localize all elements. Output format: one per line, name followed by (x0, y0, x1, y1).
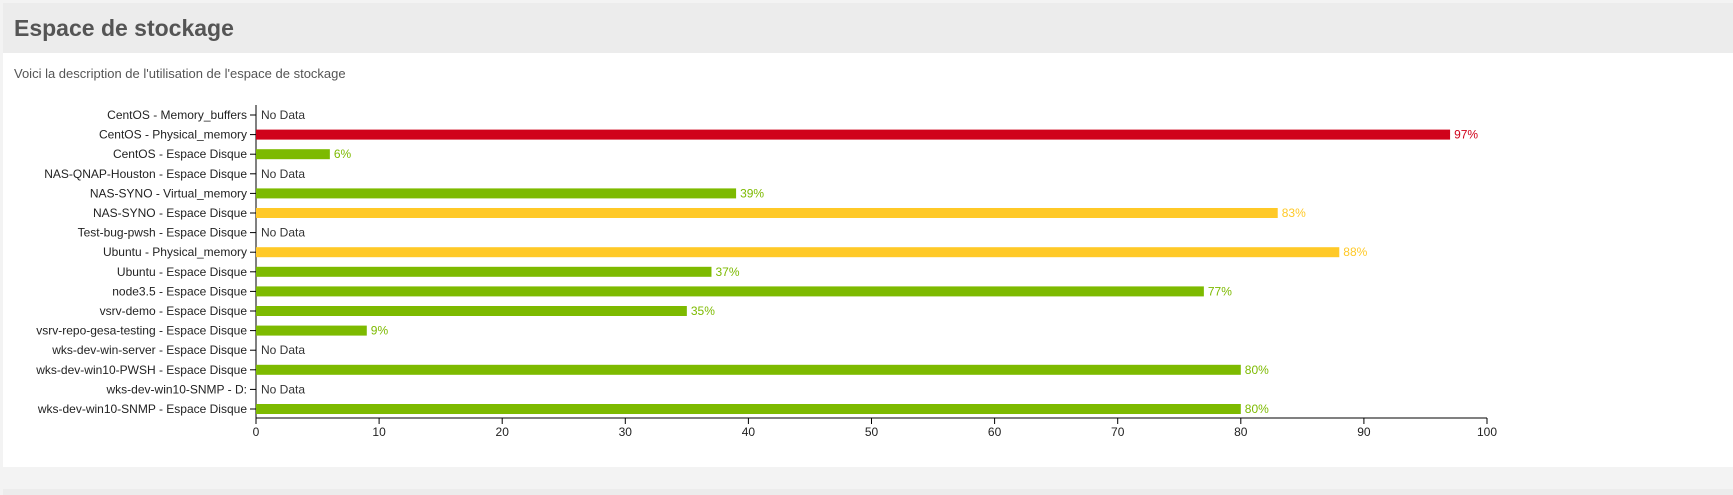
category-label: vsrv-repo-gesa-testing - Espace Disque (36, 324, 247, 338)
bar-value-label: 39% (740, 186, 764, 200)
category-label: Ubuntu - Espace Disque (117, 265, 247, 279)
bar (256, 286, 1204, 297)
bar (256, 247, 1340, 258)
no-data-label: No Data (261, 226, 305, 240)
x-tick-label: 70 (1111, 425, 1125, 439)
category-label: wks-dev-win-server - Espace Disque (51, 343, 247, 357)
no-data-label: No Data (261, 382, 305, 396)
bar (256, 129, 1451, 140)
no-data-label: No Data (261, 108, 305, 122)
panel-title: Espace de stockage (14, 14, 234, 41)
bar-value-label: 97% (1454, 128, 1478, 142)
bar-value-label: 35% (691, 304, 715, 318)
panel-description: Voici la description de l'utilisation de… (14, 66, 346, 81)
x-tick-label: 0 (253, 425, 260, 439)
x-tick-label: 40 (742, 425, 756, 439)
next-panel-edge (3, 489, 1733, 495)
category-label: CentOS - Physical_memory (99, 128, 247, 142)
bar (256, 404, 1241, 414)
x-tick-label: 80 (1234, 425, 1248, 439)
category-label: NAS-QNAP-Houston - Espace Disque (44, 167, 247, 181)
no-data-label: No Data (261, 343, 305, 357)
bar-value-label: 88% (1343, 245, 1367, 259)
bar (256, 149, 330, 160)
category-label: NAS-SYNO - Espace Disque (93, 206, 247, 220)
x-tick-label: 30 (619, 425, 633, 439)
category-label: vsrv-demo - Espace Disque (100, 304, 248, 318)
x-tick-label: 100 (1477, 425, 1497, 439)
category-label: node3.5 - Espace Disque (112, 284, 247, 298)
category-label: wks-dev-win10-SNMP - D: (106, 382, 247, 396)
no-data-label: No Data (261, 167, 305, 181)
x-tick-label: 50 (865, 425, 879, 439)
bar (256, 208, 1278, 218)
bar (256, 364, 1241, 375)
x-tick-label: 20 (496, 425, 510, 439)
category-label: Test-bug-pwsh - Espace Disque (78, 226, 248, 240)
bar (256, 266, 712, 277)
bar-value-label: 80% (1245, 402, 1269, 416)
bar-value-label: 37% (715, 265, 739, 279)
storage-panel: Espace de stockage Voici la description … (3, 3, 1733, 467)
bar (256, 306, 687, 316)
bar-value-label: 77% (1208, 284, 1232, 298)
bar (256, 325, 367, 336)
panel-header: Espace de stockage (3, 3, 1733, 53)
x-tick-label: 60 (988, 425, 1002, 439)
bar (256, 188, 737, 199)
bar-value-label: 80% (1245, 363, 1269, 377)
bar-value-label: 6% (334, 147, 352, 161)
bar-value-label: 83% (1282, 206, 1306, 220)
x-tick-label: 90 (1357, 425, 1371, 439)
x-tick-label: 10 (372, 425, 386, 439)
category-label: CentOS - Memory_buffers (107, 108, 247, 122)
bar-value-label: 9% (371, 324, 389, 338)
category-label: wks-dev-win10-PWSH - Espace Disque (35, 363, 247, 377)
category-label: wks-dev-win10-SNMP - Espace Disque (37, 402, 248, 416)
category-label: CentOS - Espace Disque (113, 147, 247, 161)
category-label: NAS-SYNO - Virtual_memory (90, 186, 247, 200)
category-label: Ubuntu - Physical_memory (103, 245, 247, 259)
